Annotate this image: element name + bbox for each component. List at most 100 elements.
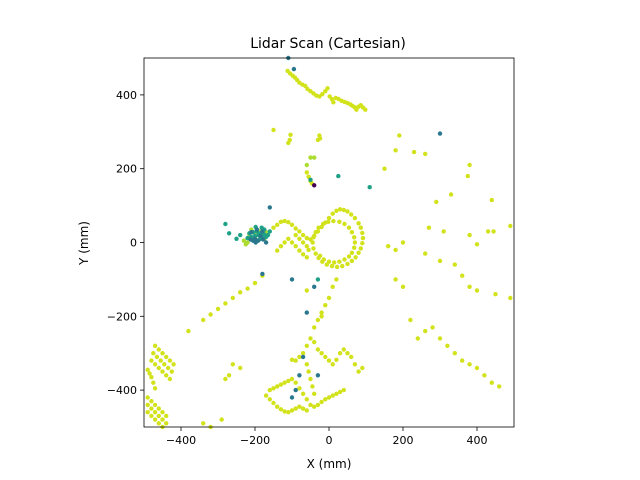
scan-point (304, 397, 309, 402)
scan-point (219, 417, 224, 422)
scan-point (145, 395, 150, 400)
scan-point (267, 387, 272, 393)
scan-point (152, 402, 158, 408)
scan-point (297, 404, 302, 409)
scan-point (230, 295, 235, 301)
scan-point (234, 236, 239, 241)
scan-point (497, 384, 502, 389)
scan-point (265, 232, 271, 238)
scan-point (300, 240, 306, 245)
x-tick-label: −200 (240, 434, 270, 447)
scan-point (300, 354, 306, 360)
scan-point (304, 170, 309, 175)
scan-point (352, 215, 358, 221)
scan-point (411, 149, 417, 155)
scan-point (312, 183, 317, 188)
scan-point (304, 162, 309, 168)
scan-point (360, 230, 365, 236)
scan-point (271, 386, 276, 391)
scan-point (145, 402, 150, 408)
scan-point (340, 263, 345, 269)
scan-point (259, 225, 264, 230)
scan-point (271, 400, 276, 406)
scan-point (316, 225, 321, 230)
scan-point (308, 402, 313, 408)
scan-point (208, 312, 213, 317)
scan-point (289, 376, 295, 382)
scan-point (319, 314, 324, 319)
scan-point (493, 292, 498, 297)
scan-point (352, 245, 357, 250)
scan-point (304, 235, 309, 241)
scan-point (297, 373, 302, 378)
scan-point (313, 251, 318, 256)
scan-point (448, 192, 454, 197)
scan-point (288, 132, 293, 137)
scan-point (149, 413, 154, 419)
scan-point (278, 407, 284, 412)
scan-point (441, 229, 446, 234)
scan-point (282, 409, 287, 414)
scan-point (467, 232, 472, 238)
scan-point (186, 328, 191, 334)
scan-point (415, 336, 420, 341)
scan-point (330, 284, 335, 289)
scan-point (160, 410, 165, 415)
scan-point (437, 336, 443, 341)
scan-point (254, 227, 260, 232)
scan-point (267, 229, 272, 234)
scan-point (293, 226, 298, 231)
scan-point (491, 229, 496, 234)
scan-point (282, 218, 287, 224)
scan-point (326, 395, 332, 400)
scan-point (337, 207, 343, 212)
scan-point (169, 369, 174, 374)
scan-point (286, 220, 291, 225)
scan-point (367, 185, 372, 190)
scan-point (508, 295, 513, 301)
scan-point (319, 310, 324, 315)
scan-point (342, 221, 347, 227)
scan-point (408, 317, 413, 323)
scan-point (326, 215, 332, 221)
scan-point (452, 351, 457, 356)
scan-point (400, 240, 406, 245)
scan-point (345, 261, 350, 267)
scan-point (363, 107, 368, 112)
scan-point (326, 259, 332, 264)
scan-point (152, 343, 158, 348)
scan-point (145, 410, 150, 415)
data-points (145, 55, 513, 430)
scan-point (297, 236, 302, 241)
scan-point (260, 237, 266, 242)
scan-point (349, 212, 354, 217)
scan-point (315, 402, 321, 408)
scan-point (467, 284, 472, 289)
scan-point (167, 376, 173, 382)
scan-point (485, 229, 491, 234)
y-tick-label: −200 (107, 310, 137, 323)
scan-point (423, 328, 428, 334)
scan-point (326, 219, 331, 224)
scan-point (152, 386, 158, 391)
scan-point (151, 351, 156, 356)
scan-point (293, 387, 298, 393)
scan-point (201, 421, 206, 426)
y-tick-label: 200 (116, 163, 137, 176)
scan-point (297, 229, 302, 234)
scan-point (346, 254, 352, 259)
scan-point (360, 241, 365, 246)
scan-point (293, 358, 298, 363)
scan-point (223, 301, 228, 306)
scan-point (160, 417, 165, 422)
scan-point (323, 303, 328, 308)
scan-point (465, 173, 470, 179)
scan-point (241, 238, 247, 243)
scan-point (149, 358, 154, 363)
scan-point (329, 263, 335, 269)
scan-point (297, 248, 302, 253)
scan-point (352, 362, 358, 367)
scan-point (293, 232, 298, 238)
scan-point (297, 386, 302, 391)
scan-point (341, 347, 346, 352)
